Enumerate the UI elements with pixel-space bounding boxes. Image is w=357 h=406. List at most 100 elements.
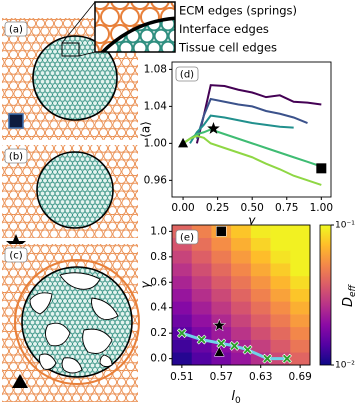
heatmap-cell	[290, 237, 311, 251]
panel-label-box	[4, 247, 28, 263]
ecm-ring	[14, 259, 140, 385]
series-line	[195, 97, 308, 140]
panel-label: (a)	[9, 25, 23, 36]
panel-label: (c)	[9, 251, 22, 262]
panel-label-box	[4, 148, 28, 164]
y-tick-label: 1.08	[144, 63, 167, 75]
x-marker	[176, 328, 187, 339]
heatmap-cell	[191, 314, 212, 328]
heatmap-cell	[191, 263, 212, 277]
panel-label-box	[4, 21, 28, 37]
series-line	[182, 128, 322, 168]
legend-entry: Interface edges	[179, 22, 269, 36]
heatmap-cell	[211, 250, 232, 264]
x-marker	[262, 353, 273, 364]
star-marker	[212, 318, 227, 332]
heatmap-cell	[231, 250, 252, 264]
y-axis-label: γ	[139, 281, 153, 289]
heatmap-cell	[270, 263, 291, 277]
y-axis-label: ⟨a⟩	[139, 121, 153, 138]
colorbar-label: Deff	[341, 283, 357, 307]
heatmap-cell	[191, 288, 212, 302]
heatmap-cell	[191, 275, 212, 289]
heatmap-cell	[290, 326, 311, 340]
void	[45, 322, 71, 347]
inset-frame	[94, 1, 176, 53]
voids	[29, 272, 119, 374]
series-line	[189, 114, 294, 144]
heatmap-cell	[172, 288, 193, 302]
panel-c	[2, 244, 140, 402]
heatmap-cell	[290, 263, 311, 277]
heatmap-cell	[191, 339, 212, 353]
heatmap-cell	[270, 237, 291, 251]
panel-label-box	[175, 229, 199, 245]
void	[91, 297, 119, 320]
star-marker	[207, 121, 220, 134]
heatmap-cell	[250, 237, 271, 251]
legend-entry: Tissue cell edges	[178, 41, 277, 55]
heatmap-cell	[270, 339, 291, 353]
void	[82, 328, 113, 354]
panel-label: (e)	[180, 233, 194, 244]
heatmap-cell	[290, 225, 311, 239]
heatmap-cell	[250, 263, 271, 277]
heatmap-cell	[270, 275, 291, 289]
plot-frame	[171, 61, 332, 198]
square-marker	[316, 163, 327, 174]
heatmap-cell	[191, 250, 212, 264]
x-tick-label: 0.75	[275, 202, 298, 214]
panel-label: (b)	[9, 152, 23, 163]
x-marker	[242, 344, 253, 355]
heatmap-cell	[250, 301, 271, 315]
tissue-cells	[102, 18, 175, 52]
triangle-marker	[178, 137, 189, 148]
heatmap-cell	[270, 314, 291, 328]
heatmap-cell	[231, 352, 252, 366]
series-line	[195, 84, 322, 144]
x-marker	[229, 340, 240, 351]
x-marker	[282, 353, 292, 364]
x-axis-label: γ	[248, 214, 256, 228]
heatmap-cell	[231, 326, 252, 340]
heatmap-cell	[290, 275, 311, 289]
heatmap-cell	[172, 250, 193, 264]
zoom-line	[78, 51, 96, 57]
heatmap-cell	[172, 352, 193, 366]
heatmap-cell	[270, 326, 291, 340]
y-tick-label: 0.4	[150, 302, 167, 314]
y-tick-label: 1.0	[150, 225, 167, 237]
x-tick-label: 0.57	[210, 371, 233, 383]
heatmap-cell	[250, 250, 271, 264]
x-axis-label-sub: 0	[235, 396, 241, 406]
x-marker	[196, 334, 207, 345]
heatmap-cell	[290, 339, 311, 353]
heatmap-cell	[270, 225, 291, 239]
heatmap-cell	[211, 275, 232, 289]
heatmap-cell	[231, 301, 252, 315]
tissue-cluster	[36, 151, 114, 229]
void	[61, 357, 83, 374]
x-axis-label-main: l	[231, 389, 235, 404]
y-tick-label: 0.6	[150, 276, 167, 288]
heatmap-cell	[231, 275, 252, 289]
heatmap-cell	[172, 275, 193, 289]
panel-label-box	[175, 66, 199, 82]
heatmap-cell	[290, 314, 311, 328]
plot-frame	[171, 224, 311, 366]
series-line	[182, 134, 322, 186]
y-tick-label: 0.2	[150, 327, 167, 339]
heatmap-cell	[231, 237, 252, 251]
heatmap-cell	[290, 352, 311, 366]
legend-entry: ECM edges (springs)	[179, 4, 297, 18]
legend: ECM edges (springs) Interface edges Tissue…	[178, 4, 297, 55]
x-tick-label: 0.25	[206, 202, 229, 214]
tissue-cluster	[32, 35, 118, 121]
colorbar	[319, 224, 332, 366]
heatmap-cell	[290, 250, 311, 264]
heatmap-cell	[250, 275, 271, 289]
heatmap-cell	[250, 326, 271, 340]
heatmap-cell	[250, 288, 271, 302]
zoom-inset	[94, 1, 176, 53]
heatmap-cell	[172, 301, 193, 315]
